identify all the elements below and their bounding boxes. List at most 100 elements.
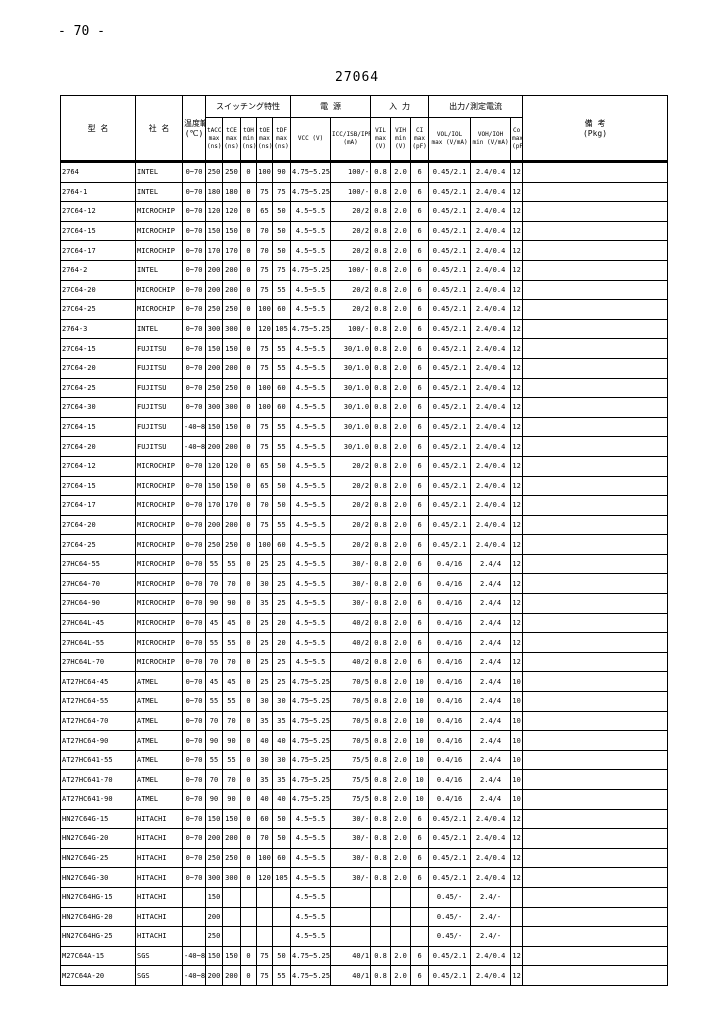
table-cell: 4.5~5.5 (290, 828, 332, 849)
table-cell: 0 (240, 553, 257, 575)
table-cell: 0 (240, 397, 257, 418)
table-cell: 0~70 (182, 691, 206, 712)
table-cell: 75 (256, 357, 273, 379)
table-cell: HITACHI (135, 847, 183, 869)
table-cell: 20 (271, 612, 292, 634)
table-cell: 0~70 (182, 338, 206, 359)
table-cell: 55 (205, 632, 223, 653)
table-cell: 0~70 (182, 495, 206, 516)
table-cell: 0 (240, 475, 257, 497)
table-cell: 70 (205, 573, 223, 595)
table-cell: 55 (205, 691, 223, 712)
table-cell: 4.5~5.5 (290, 593, 332, 614)
table-cell: 0.45/2.1 (428, 161, 472, 183)
table-cell: 100 (256, 534, 273, 555)
table-cell: 2.4/4 (470, 710, 512, 732)
table-cell: 0.8 (370, 769, 392, 790)
table-cell (510, 926, 524, 947)
part-number-cell: 27C64-30 (60, 397, 136, 418)
table-cell: 200 (222, 514, 241, 536)
table-cell: 25 (271, 593, 292, 614)
table-cell: 40 (256, 789, 273, 810)
table-cell: 0~70 (182, 671, 206, 693)
table-cell: 12 (510, 279, 524, 301)
header-temp: 温度範囲(℃) (182, 95, 206, 162)
table-cell: 2.0 (390, 161, 412, 183)
table-cell: 0.8 (370, 828, 392, 849)
table-cell: 20/2 (330, 475, 372, 497)
table-cell: 12 (510, 455, 524, 477)
table-cell: 0~70 (182, 259, 206, 281)
table-cell: 6 (410, 514, 430, 536)
table-cell: 0 (240, 181, 257, 203)
notes-cell (522, 181, 668, 203)
table-cell: 2.4/4 (470, 789, 512, 810)
table-cell: 200 (205, 828, 223, 849)
table-cell: 30/- (330, 593, 372, 614)
table-cell: ATMEL (135, 769, 183, 790)
table-cell: 0~70 (182, 632, 206, 653)
table-cell: 70 (256, 828, 273, 849)
table-cell: 30/1.0 (330, 377, 372, 399)
table-cell: 4.5~5.5 (290, 475, 332, 497)
notes-cell (522, 279, 668, 301)
header-switching: スイッチング特性 (204, 95, 292, 118)
table-cell: 0 (240, 710, 257, 732)
table-cell: 300 (205, 318, 223, 340)
table-cell: 40 (271, 730, 292, 751)
table-cell: 55 (271, 514, 292, 536)
table-cell: 65 (256, 455, 273, 477)
part-number-cell: 27C64-20 (60, 357, 136, 379)
table-cell: 0 (240, 847, 257, 869)
table-cell: 200 (222, 357, 241, 379)
table-cell: 20/2 (330, 514, 372, 536)
table-cell: 40/1 (330, 965, 372, 986)
table-cell: MICROCHIP (135, 495, 183, 516)
table-cell: 2.4/0.4 (470, 357, 512, 379)
table-cell: 10 (510, 749, 524, 771)
table-cell: 2.0 (390, 691, 412, 712)
column-header: VIL max (V) (370, 117, 392, 162)
table-cell: 40/2 (330, 632, 372, 653)
table-cell: 70 (222, 710, 241, 732)
table-cell (330, 886, 372, 908)
table-cell: HITACHI (135, 926, 183, 947)
table-cell: 0.45/2.1 (428, 965, 472, 986)
table-cell: 0.45/2.1 (428, 514, 472, 536)
table-cell: 6 (410, 612, 430, 634)
table-cell: 55 (271, 357, 292, 379)
table-cell: 0.45/2.1 (428, 847, 472, 869)
table-cell: 0 (240, 651, 257, 673)
table-cell: 0~70 (182, 749, 206, 771)
table-cell: 4.5~5.5 (290, 926, 332, 947)
table-cell: 0~70 (182, 867, 206, 888)
table-cell: 35 (271, 710, 292, 732)
table-cell: 55 (271, 338, 292, 359)
table-cell: INTEL (135, 259, 183, 281)
table-cell: 250 (222, 534, 241, 555)
table-cell: 0 (240, 965, 257, 986)
table-cell: 150 (205, 808, 223, 830)
table-cell: 0 (240, 357, 257, 379)
table-cell: 2.0 (390, 514, 412, 536)
table-cell: 10 (410, 691, 430, 712)
table-cell: 0.45/2.1 (428, 259, 472, 281)
table-cell: 10 (510, 789, 524, 810)
table-cell: 12 (510, 220, 524, 242)
table-cell: MICROCHIP (135, 514, 183, 536)
table-cell: 150 (222, 220, 241, 242)
table-cell: 12 (510, 965, 524, 986)
table-cell: 120 (205, 455, 223, 477)
table-cell: 2.4/4 (470, 730, 512, 751)
table-cell: 0.8 (370, 710, 392, 732)
header-input: 入 力 (370, 95, 430, 118)
table-cell: 4.5~5.5 (290, 416, 332, 438)
table-cell (370, 926, 392, 947)
table-cell: 12 (510, 357, 524, 379)
table-cell: 30 (271, 749, 292, 771)
table-cell: 6 (410, 181, 430, 203)
table-cell: 90 (222, 593, 241, 614)
table-cell: 170 (205, 240, 223, 261)
table-cell: 0 (240, 593, 257, 614)
table-cell: 0 (240, 945, 257, 967)
